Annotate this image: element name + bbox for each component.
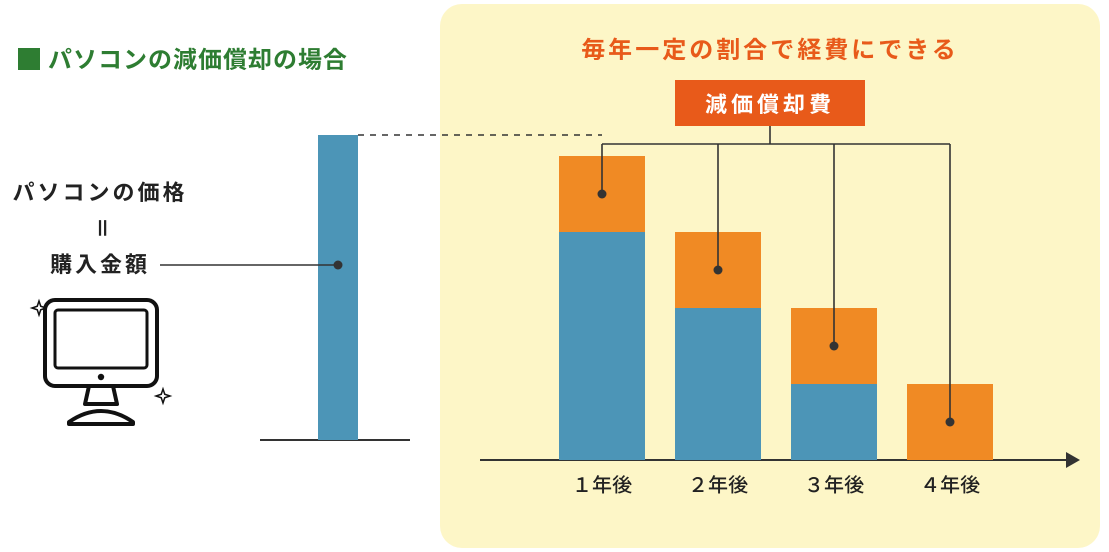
bar-label: ３年後 bbox=[804, 469, 864, 498]
title-group: パソコンの減価償却の場合 bbox=[18, 40, 348, 75]
connector-dot-icon bbox=[598, 190, 607, 199]
monitor-screen bbox=[55, 310, 147, 368]
left-label-line1: パソコンの価格 bbox=[12, 175, 187, 207]
connector-dot-icon bbox=[714, 266, 723, 275]
left-label-eq: ＝ bbox=[87, 217, 119, 239]
sparkle-icon bbox=[156, 389, 170, 403]
title-bullet-icon bbox=[18, 48, 40, 70]
monitor-button-icon bbox=[98, 374, 104, 380]
bar-label: ４年後 bbox=[920, 469, 980, 498]
bar-blue bbox=[791, 384, 877, 460]
left-bar bbox=[318, 135, 358, 440]
bar-blue bbox=[559, 232, 645, 460]
monitor-neck bbox=[85, 386, 117, 404]
connector-dot-icon bbox=[946, 418, 955, 427]
computer-icon bbox=[32, 300, 170, 424]
left-label-line2: 購入金額 bbox=[50, 247, 150, 279]
bar-label: ２年後 bbox=[688, 469, 748, 498]
bar-blue bbox=[675, 308, 761, 460]
right-headline: 毎年一定の割合で経費にできる bbox=[581, 30, 959, 65]
badge-text: 減価償却費 bbox=[705, 87, 835, 119]
left-leader-dot-icon bbox=[334, 261, 343, 270]
monitor-base bbox=[69, 411, 133, 424]
bar-label: １年後 bbox=[572, 469, 632, 498]
title-text: パソコンの減価償却の場合 bbox=[48, 40, 348, 75]
left-label-group: パソコンの価格 ＝ 購入金額 bbox=[12, 175, 187, 279]
connector-dot-icon bbox=[830, 342, 839, 351]
